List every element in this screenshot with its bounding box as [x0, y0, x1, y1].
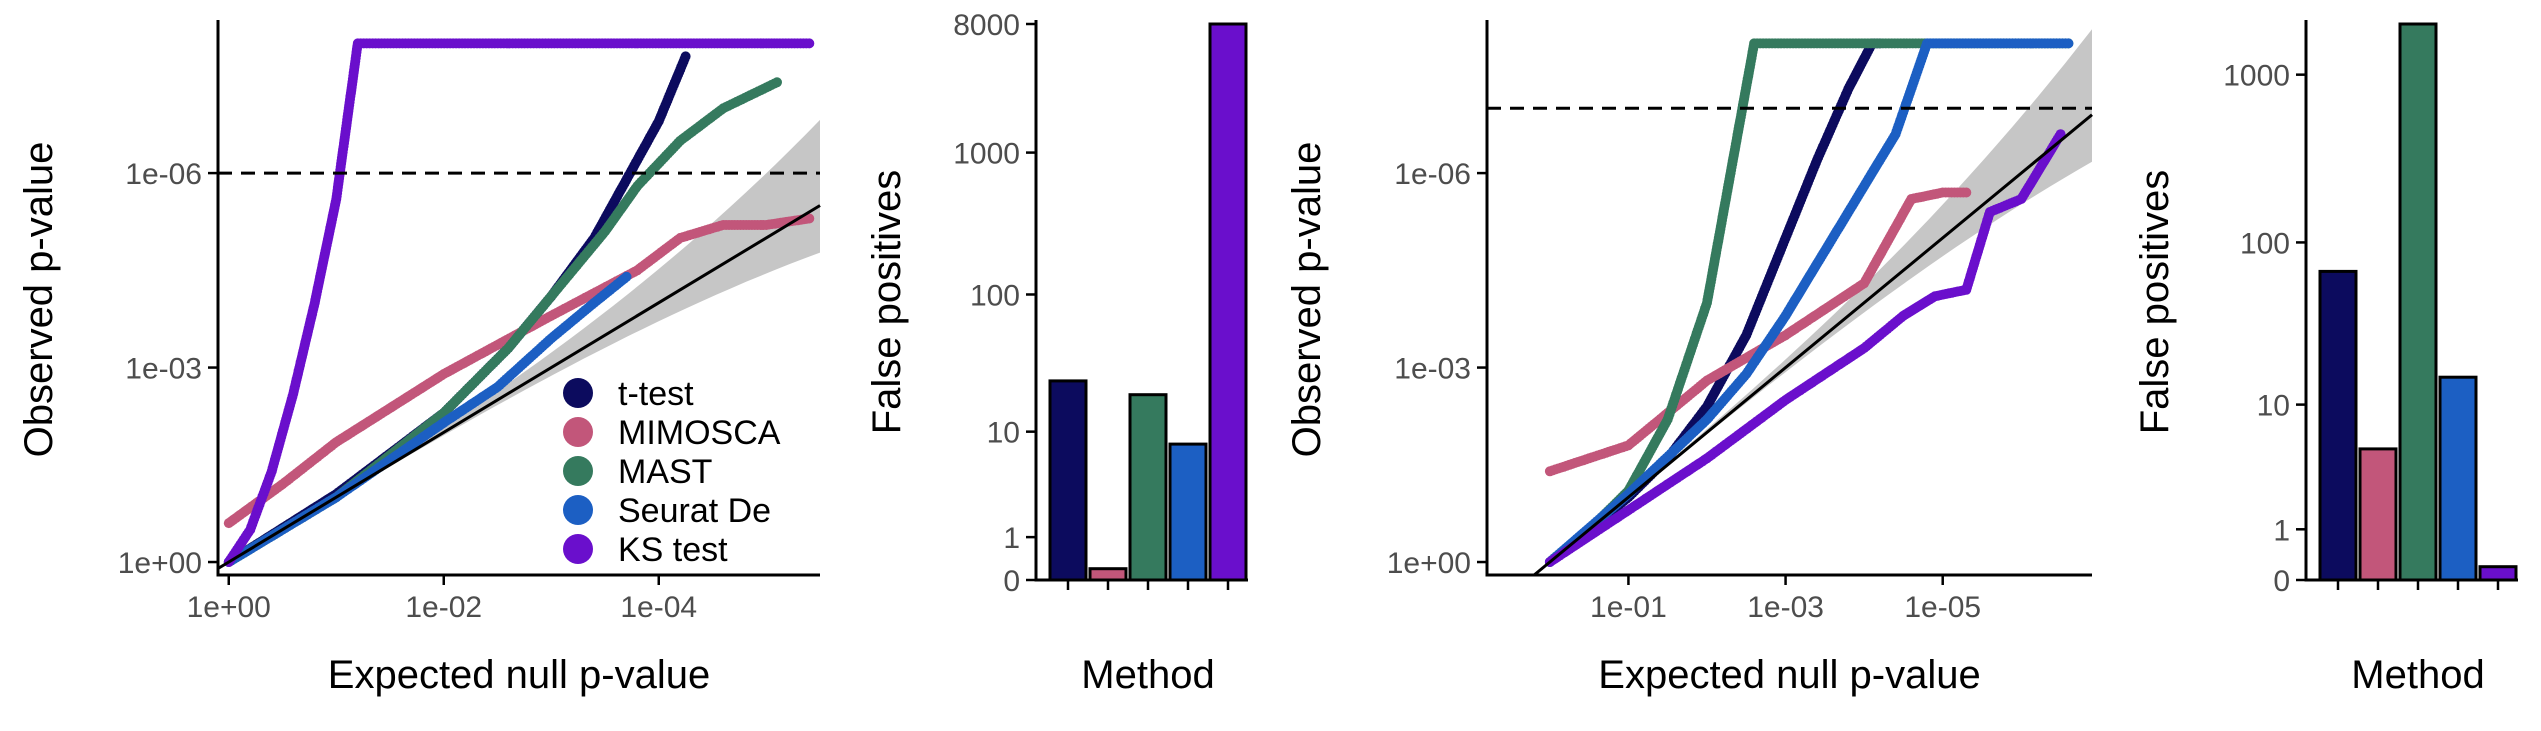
x-axis-title: Expected null p-value	[328, 653, 710, 697]
axes: 0 1 10 100 1000	[2223, 20, 2518, 598]
reference-line	[217, 204, 821, 570]
point-seurat-de	[621, 271, 632, 282]
x-tick-label: 1e-03	[1747, 591, 1824, 624]
y-tick-label: 0	[2273, 565, 2290, 598]
y-axis-title: Observed p-value	[1285, 142, 1329, 458]
legend-marker-mast	[563, 456, 593, 486]
legend-marker-seurat-de	[563, 495, 593, 525]
y-tick-label: 1	[2273, 514, 2290, 547]
legend-label-mast: MAST	[618, 453, 712, 491]
legend-marker-t-test	[563, 378, 593, 408]
bar-seurat-de	[2438, 375, 2478, 582]
y-tick-label: 1e-03	[1394, 353, 1471, 386]
x-tick-label: 1e-04	[620, 591, 697, 624]
bar-t-test	[2318, 269, 2358, 582]
point-mimosca	[804, 213, 815, 224]
bar-chart-right: 0 1 10 100 1000 Method False positives	[2133, 20, 2518, 697]
y-tick-label: 1e-03	[125, 353, 202, 386]
y-tick-label: 1e+00	[1387, 547, 1471, 580]
bar-chart-left: 0 1 10 100 1000 8000 Method False positives	[865, 9, 1248, 697]
bar-t-test	[1048, 379, 1088, 582]
x-tick-label: 1e-05	[1904, 591, 1981, 624]
point-mimosca	[1961, 187, 1972, 198]
qq-plot-left: 1e+00 1e-02 1e-04 1e+00 1e-03 1e-06 Expected …	[17, 20, 821, 697]
axes: 1e-01 1e-03 1e-05 1e+00 1e-03 1e-06	[1387, 20, 2092, 624]
x-tick-label: 1e-01	[1590, 591, 1667, 624]
data-points	[1544, 38, 2074, 567]
point-ks-test	[804, 38, 815, 49]
legend-label-t-test: t-test	[618, 375, 694, 413]
y-tick-label: 1e-06	[1394, 158, 1471, 191]
reference-line	[1533, 113, 2093, 577]
legend: t-test MIMOSCA MAST Seurat De KS test	[563, 375, 781, 569]
point-mast	[772, 77, 782, 88]
series-seurat-de	[1544, 38, 2074, 567]
legend-label-seurat-de: Seurat De	[618, 492, 771, 530]
y-tick-label: 1e+00	[118, 547, 202, 580]
bar-seurat-de	[1168, 442, 1208, 582]
series-ks-test	[1544, 129, 2066, 567]
bar-mimosca	[2358, 447, 2398, 582]
legend-marker-mimosca	[563, 417, 593, 447]
y-tick-label: 8000	[953, 9, 1020, 42]
y-tick-label: 100	[970, 279, 1020, 312]
x-tick-label: 1e+00	[187, 591, 271, 624]
x-axis-title: Expected null p-value	[1598, 653, 1980, 697]
y-tick-label: 1000	[953, 138, 1020, 171]
legend-label-ks-test: KS test	[618, 531, 728, 569]
x-tick-label: 1e-02	[405, 591, 482, 624]
point-t-test	[680, 51, 691, 62]
y-axis-title: Observed p-value	[17, 142, 61, 458]
y-tick-label: 10	[987, 417, 1020, 450]
series-mimosca	[1544, 187, 1972, 477]
legend-label-mimosca: MIMOSCA	[618, 414, 781, 452]
y-tick-label: 1e-06	[125, 158, 202, 191]
bar-mast	[1128, 393, 1168, 582]
axes: 0 1 10 100 1000 8000	[953, 9, 1248, 598]
bar-mast	[2398, 22, 2438, 582]
bars	[2318, 22, 2518, 582]
qq-plot-right: 1e-01 1e-03 1e-05 1e+00 1e-03 1e-06 Expected …	[1285, 20, 2093, 697]
bar-ks-test	[2478, 565, 2518, 582]
y-tick-label: 1000	[2223, 60, 2290, 93]
y-axis-title: False positives	[2133, 170, 2177, 435]
y-axis-title: False positives	[865, 170, 909, 435]
legend-marker-ks-test	[563, 534, 593, 564]
series-mast	[223, 77, 782, 567]
series-ks-test	[223, 38, 815, 567]
data-points	[223, 38, 815, 567]
y-tick-label: 10	[2257, 390, 2290, 423]
point-seurat-de	[2063, 38, 2074, 49]
y-tick-label: 1	[1003, 522, 1020, 555]
bars	[1048, 22, 1248, 582]
x-axis-title: Method	[1081, 653, 1214, 697]
y-tick-label: 100	[2240, 227, 2290, 260]
x-axis-title: Method	[2351, 653, 2484, 697]
bar-ks-test	[1208, 22, 1248, 582]
axes: 1e+00 1e-02 1e-04 1e+00 1e-03 1e-06	[118, 20, 820, 624]
y-tick-label: 0	[1003, 565, 1020, 598]
bar-mimosca	[1088, 567, 1128, 582]
